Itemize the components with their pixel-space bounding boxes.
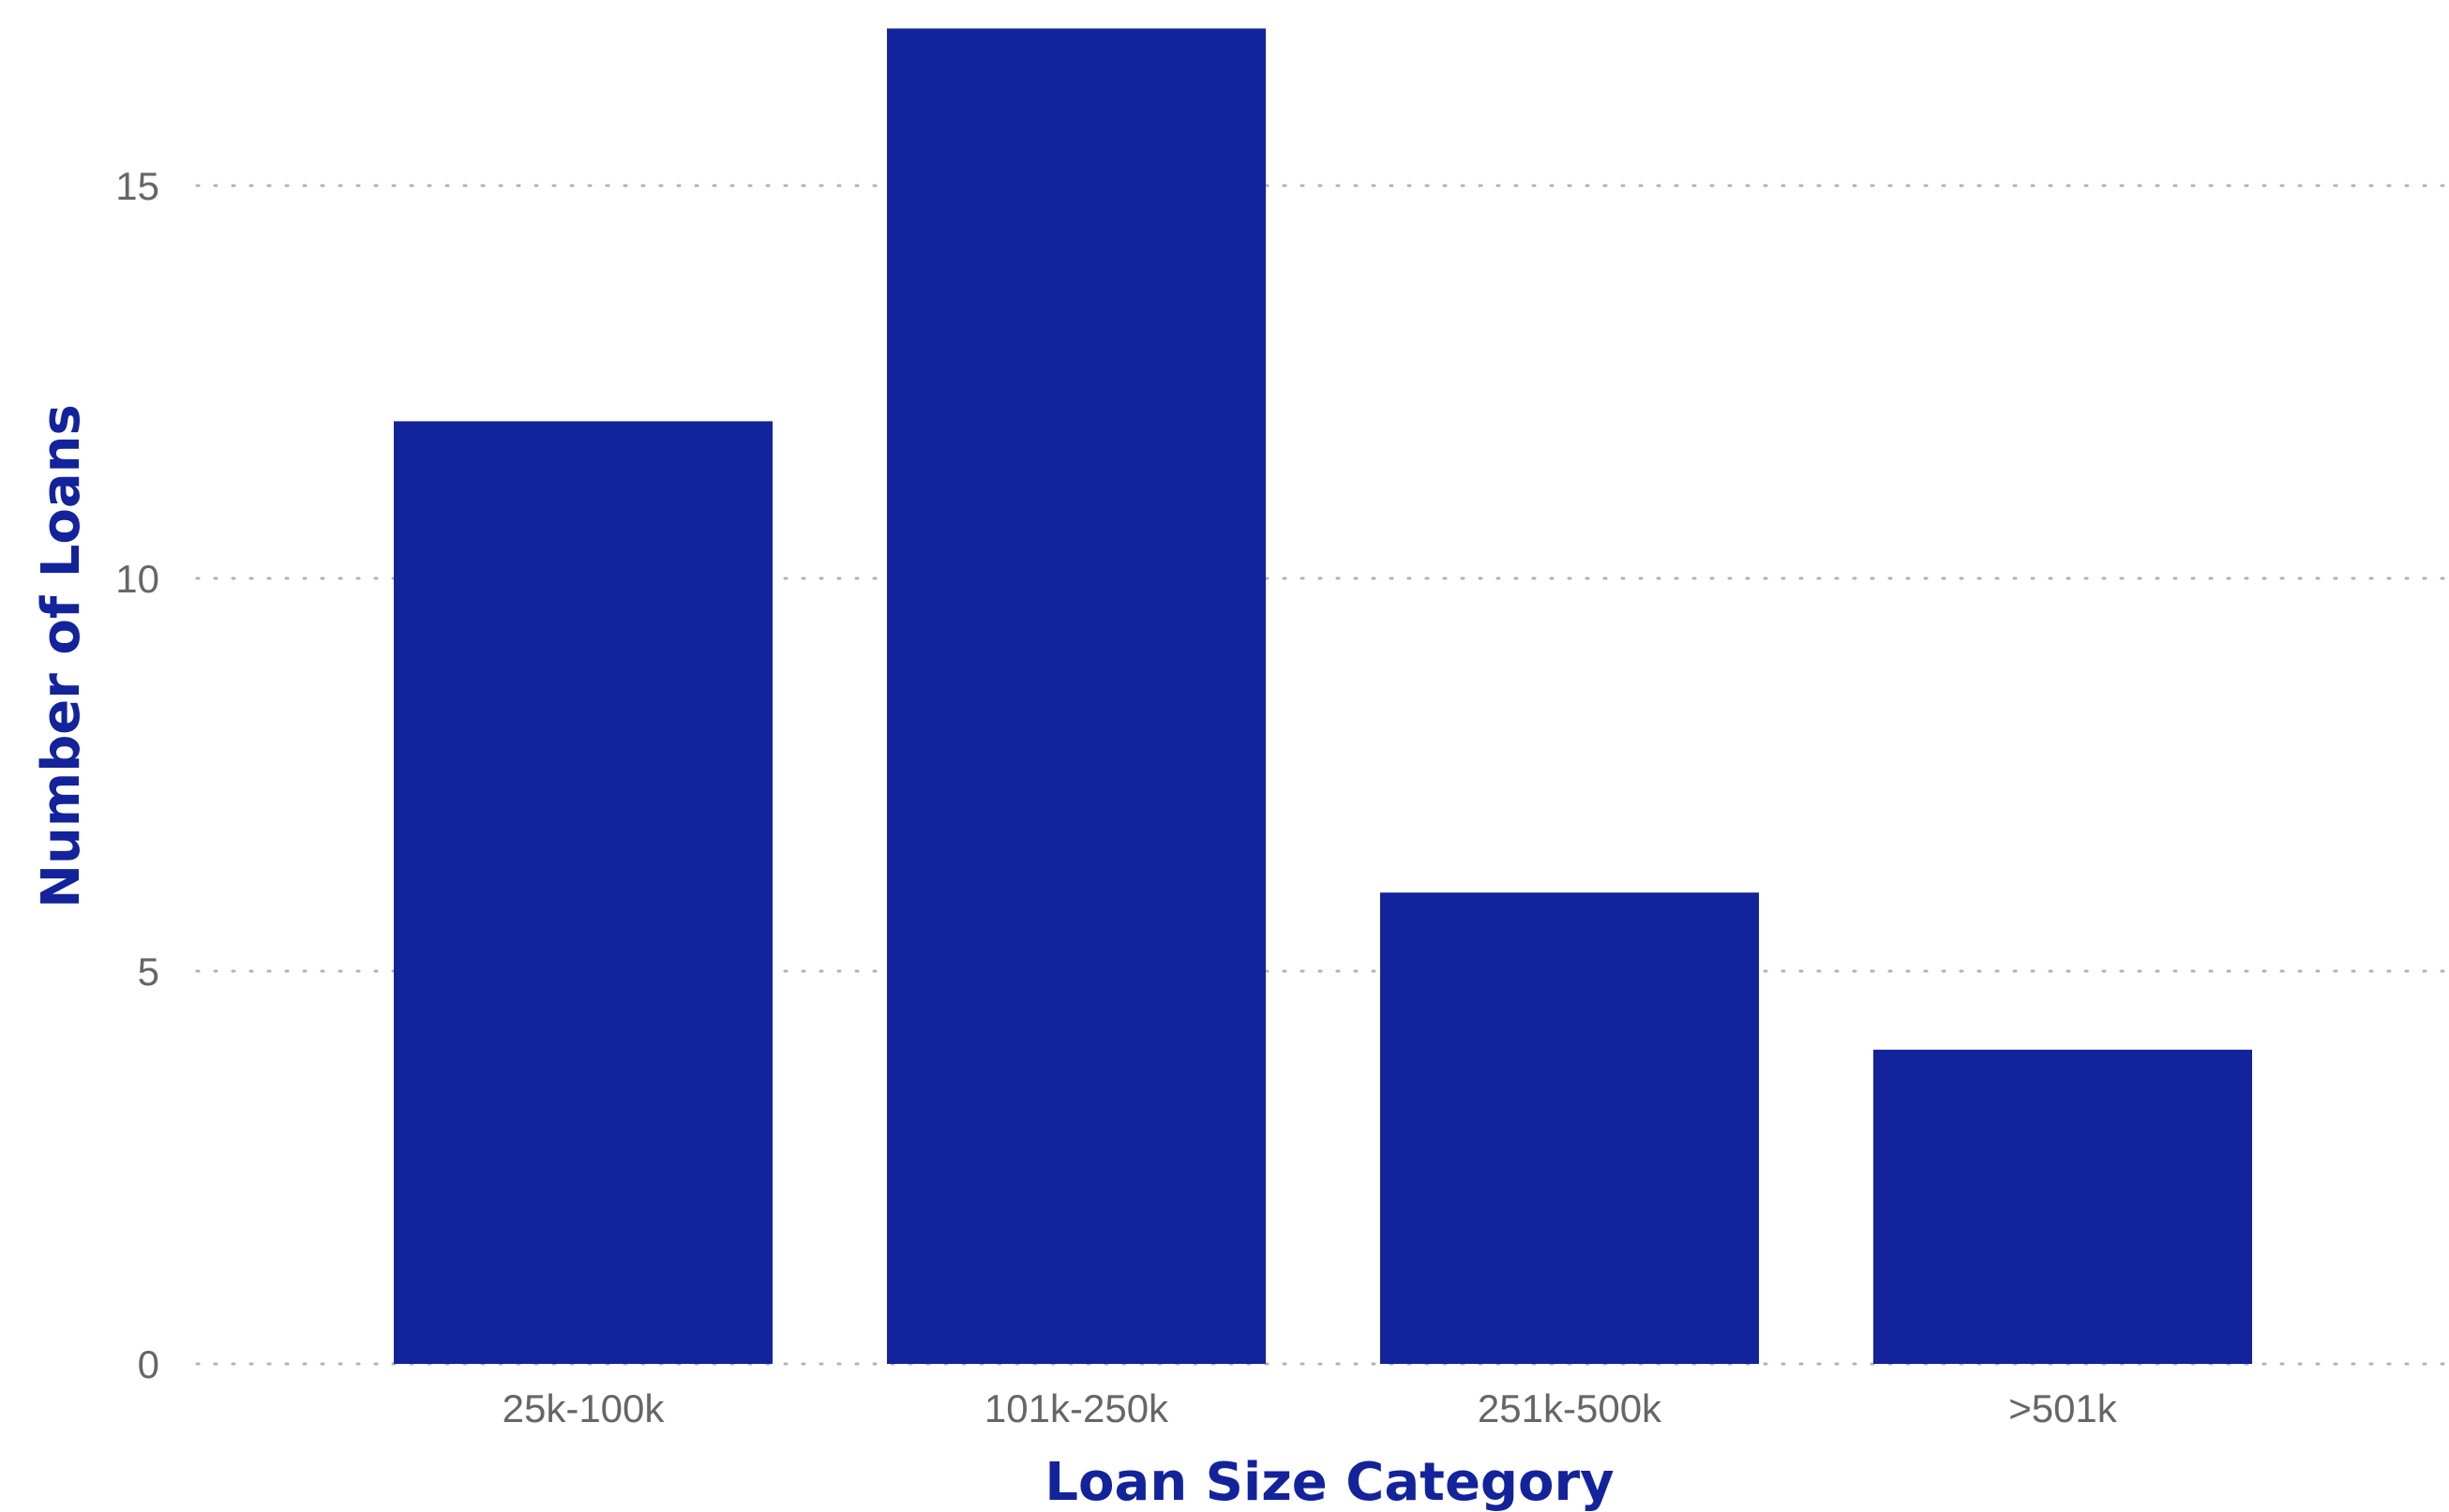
bar-3 — [1873, 1049, 2252, 1364]
x-tick-label: 101k-250k — [984, 1386, 1169, 1430]
y-tick-label: 5 — [138, 950, 159, 994]
bars — [394, 28, 2252, 1364]
x-axis-title: Loan Size Category — [1044, 1452, 1614, 1512]
y-tick-label: 15 — [115, 164, 159, 208]
bar-1 — [887, 28, 1266, 1364]
bar-0 — [394, 421, 773, 1364]
y-axis-title: Number of Loans — [31, 404, 92, 908]
x-tick-label: >501k — [2008, 1386, 2118, 1430]
y-tick-label: 0 — [138, 1342, 159, 1386]
y-tick-label: 10 — [115, 557, 159, 601]
x-tick-label: 25k-100k — [503, 1386, 666, 1430]
y-axis-ticks: 0 5 10 15 — [115, 164, 159, 1386]
x-tick-label: 251k-500k — [1478, 1386, 1662, 1430]
x-axis-ticks: 25k-100k 101k-250k 251k-500k >501k — [503, 1386, 2118, 1430]
bar-2 — [1380, 892, 1759, 1364]
